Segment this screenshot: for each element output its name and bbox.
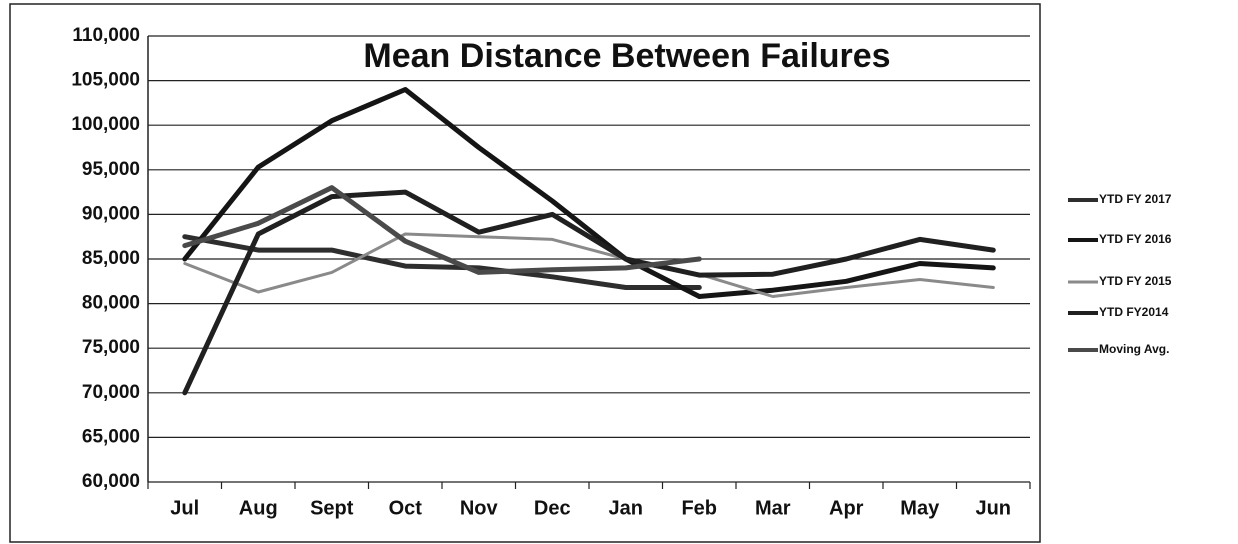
legend-label: YTD FY 2015 [1099,274,1172,288]
x-tick-label: Feb [681,497,717,519]
x-tick-label: Jun [975,497,1011,519]
x-tick-label: Sept [310,497,354,519]
y-tick-label: 75,000 [82,337,140,358]
y-tick-label: 70,000 [82,382,140,403]
series-line [182,189,996,396]
legend-label: YTD FY 2017 [1099,192,1172,206]
y-tick-label: 110,000 [72,25,140,46]
series-line [182,87,996,299]
x-tick-label: Oct [389,497,423,519]
y-tick-label: 105,000 [71,70,140,91]
y-tick-label: 100,000 [71,114,140,135]
chart-frame [9,3,1041,543]
x-tick-label: Nov [460,497,499,519]
series-line [182,234,702,290]
y-tick-label: 95,000 [82,159,140,180]
x-tick-label: Apr [829,497,864,519]
x-tick-label: May [900,497,940,519]
y-tick-label: 80,000 [82,293,140,314]
y-tick-label: 85,000 [82,248,140,269]
x-tick-label: Jan [609,497,643,519]
y-tick-label: 65,000 [82,426,140,447]
series-line [182,185,702,275]
x-tick-label: Dec [534,497,571,519]
y-tick-label: 90,000 [82,203,140,224]
legend-label: YTD FY2014 [1099,305,1169,319]
chart-title: Mean Distance Between Failures [363,37,890,75]
x-tick-label: Aug [239,497,278,519]
y-tick-label: 60,000 [82,471,140,492]
legend-label: YTD FY 2016 [1099,232,1172,246]
series-line [183,232,995,298]
legend-label: Moving Avg. [1099,342,1169,356]
x-tick-label: Mar [755,497,791,519]
x-tick-label: Jul [170,497,199,519]
